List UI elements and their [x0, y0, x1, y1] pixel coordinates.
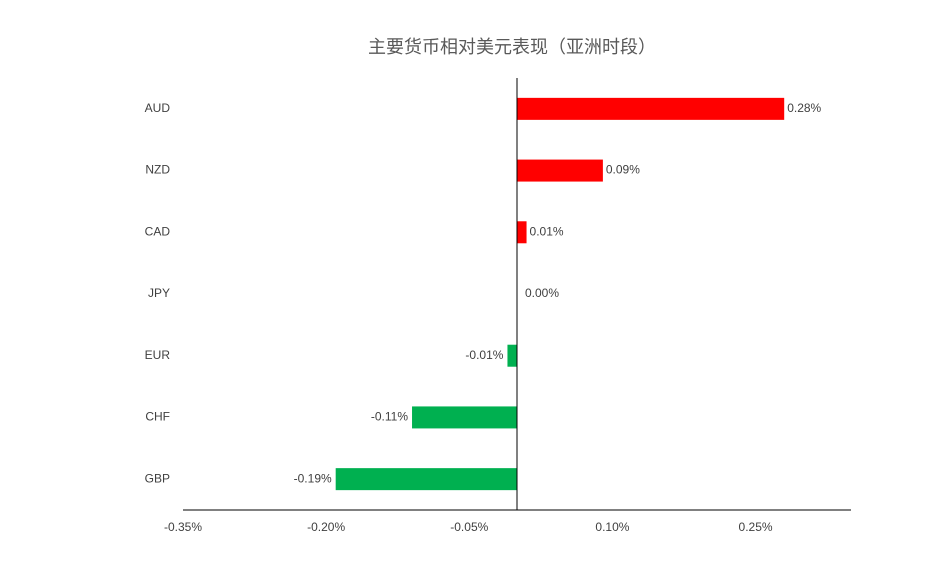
data-label: -0.19%	[294, 471, 332, 485]
y-tick-label: CAD	[145, 224, 171, 238]
bar	[517, 97, 785, 120]
bar	[507, 344, 517, 367]
bar	[412, 406, 517, 429]
y-tick-label: NZD	[145, 163, 170, 177]
data-label: 0.01%	[530, 224, 564, 238]
chart-title: 主要货币相对美元表现（亚洲时段）	[368, 37, 656, 58]
y-tick-label: GBP	[145, 471, 170, 485]
x-tick-label: -0.05%	[450, 520, 488, 534]
data-label: 0.09%	[606, 163, 640, 177]
y-tick-label: EUR	[145, 348, 171, 362]
x-tick-label: -0.20%	[307, 520, 345, 534]
data-label: -0.11%	[371, 410, 408, 424]
data-label: 0.00%	[525, 286, 559, 300]
x-tick-label: 0.10%	[595, 520, 629, 534]
y-tick-label: JPY	[148, 286, 170, 300]
data-label: 0.28%	[787, 101, 821, 115]
y-tick-label: CHF	[145, 410, 170, 424]
y-tick-label: AUD	[145, 101, 171, 115]
bar	[517, 221, 527, 244]
bar	[517, 159, 603, 182]
x-tick-label: -0.35%	[164, 520, 202, 534]
x-tick-label: 0.25%	[739, 520, 773, 534]
data-label: -0.01%	[465, 348, 503, 362]
bar	[335, 468, 517, 491]
